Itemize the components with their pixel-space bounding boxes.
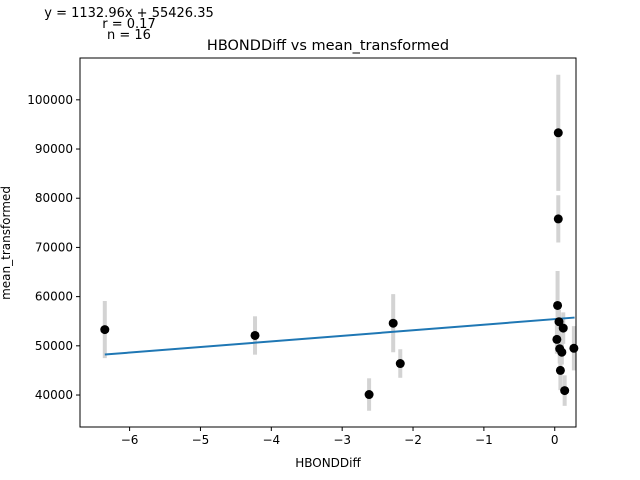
y-tick-label: 100000 — [27, 93, 73, 107]
y-axis-label: mean_transformed — [0, 186, 13, 300]
data-point — [558, 323, 568, 333]
y-tick-label: 90000 — [35, 142, 73, 156]
y-tick-label: 60000 — [35, 290, 73, 304]
x-axis-ticks: −6 −5 −4 −3 −2 −1 0 — [121, 427, 559, 447]
y-tick-label: 70000 — [35, 240, 73, 254]
x-tick-label: −1 — [475, 433, 493, 447]
data-point — [557, 347, 567, 357]
data-point — [554, 317, 564, 327]
x-tick-label: 0 — [551, 433, 559, 447]
points-group — [100, 128, 579, 400]
x-tick-label: −3 — [333, 433, 351, 447]
x-axis-label: HBONDDiff — [295, 456, 361, 470]
data-point — [553, 214, 563, 224]
data-point — [569, 343, 579, 353]
x-tick-label: −2 — [404, 433, 422, 447]
x-tick-label: −4 — [262, 433, 280, 447]
y-tick-label: 80000 — [35, 191, 73, 205]
data-point — [364, 390, 374, 400]
fit-equation: y = 1132.96x + 55426.35 — [44, 6, 214, 21]
data-point — [388, 318, 398, 328]
data-point — [560, 386, 570, 396]
data-point — [250, 330, 260, 340]
data-point — [100, 325, 110, 335]
errorbar-group — [102, 74, 576, 411]
x-tick-label: −6 — [121, 433, 139, 447]
correlation-label: r = 0.17 — [102, 17, 155, 32]
data-point — [553, 300, 563, 310]
data-point — [553, 128, 563, 138]
sample-size-label: n = 16 — [107, 28, 151, 43]
x-tick-label: −5 — [192, 433, 210, 447]
data-point — [555, 365, 565, 375]
plot-frame — [79, 57, 577, 428]
data-point — [395, 359, 405, 369]
fit-line — [104, 316, 575, 356]
y-axis-ticks: 40000 50000 60000 70000 80000 90000 100000 — [27, 93, 80, 402]
chart-title: HBONDDiff vs mean_transformed — [207, 38, 449, 54]
data-point — [552, 334, 562, 344]
y-tick-label: 40000 — [35, 388, 73, 402]
y-tick-label: 50000 — [35, 339, 73, 353]
fit-line-group — [104, 316, 575, 356]
